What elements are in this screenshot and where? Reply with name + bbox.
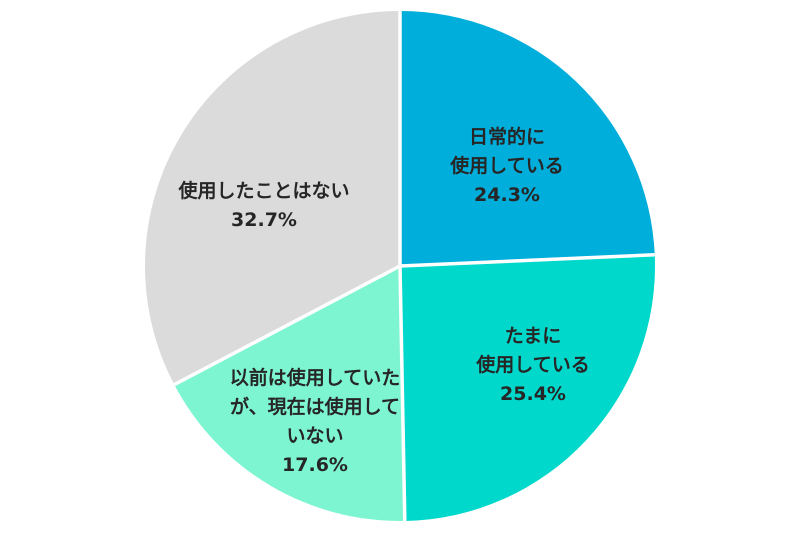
pie-slice-sometimes — [400, 254, 655, 521]
slice-divider — [399, 253, 655, 268]
pie-slice-never — [145, 11, 400, 385]
pie-slice-daily — [400, 11, 655, 266]
slice-divider — [398, 265, 407, 521]
pie-slice-used-before — [174, 266, 405, 521]
slice-divider — [173, 264, 401, 387]
